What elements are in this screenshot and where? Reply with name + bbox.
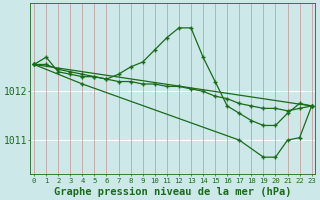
X-axis label: Graphe pression niveau de la mer (hPa): Graphe pression niveau de la mer (hPa): [54, 186, 292, 197]
